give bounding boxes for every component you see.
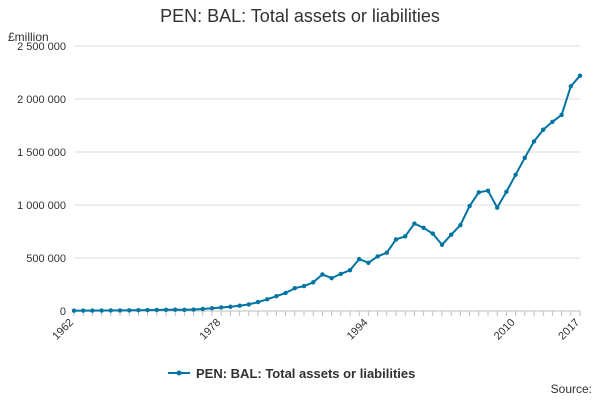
data-point[interactable] bbox=[200, 306, 205, 312]
data-point[interactable] bbox=[163, 307, 169, 313]
data-point[interactable] bbox=[274, 293, 279, 299]
data-point[interactable] bbox=[237, 303, 242, 308]
data-point[interactable] bbox=[421, 225, 426, 230]
x-tick-label: 1962 bbox=[50, 317, 76, 343]
data-point[interactable] bbox=[219, 305, 224, 310]
chart-title: PEN: BAL: Total assets or liabilities bbox=[160, 6, 440, 26]
data-point[interactable] bbox=[228, 304, 233, 309]
data-point[interactable] bbox=[182, 307, 187, 313]
data-point[interactable] bbox=[541, 127, 546, 132]
data-point[interactable] bbox=[292, 286, 297, 291]
data-point[interactable] bbox=[513, 172, 518, 177]
series-layer bbox=[71, 73, 583, 313]
data-point[interactable] bbox=[449, 232, 454, 237]
data-point[interactable] bbox=[99, 308, 104, 313]
data-point[interactable] bbox=[209, 306, 215, 311]
data-point[interactable] bbox=[127, 308, 132, 313]
data-point[interactable] bbox=[504, 189, 509, 194]
data-point[interactable] bbox=[311, 280, 316, 285]
data-point[interactable] bbox=[90, 308, 95, 313]
data-point[interactable] bbox=[522, 155, 527, 161]
data-point[interactable] bbox=[412, 221, 417, 226]
data-point[interactable] bbox=[384, 250, 389, 255]
data-point[interactable] bbox=[467, 203, 472, 209]
data-point[interactable] bbox=[559, 112, 564, 118]
data-point[interactable] bbox=[81, 308, 86, 313]
data-point[interactable] bbox=[476, 190, 481, 195]
data-point[interactable] bbox=[301, 283, 307, 289]
data-point[interactable] bbox=[439, 242, 445, 247]
grid-lines bbox=[74, 45, 580, 259]
data-point[interactable] bbox=[430, 231, 435, 236]
data-point[interactable] bbox=[136, 308, 141, 313]
y-axis-unit-label: £million bbox=[8, 30, 49, 44]
data-point[interactable] bbox=[246, 302, 251, 307]
data-point[interactable] bbox=[393, 237, 399, 242]
data-point[interactable] bbox=[117, 308, 123, 313]
data-point[interactable] bbox=[329, 275, 334, 281]
data-point[interactable] bbox=[357, 256, 362, 262]
data-point[interactable] bbox=[265, 297, 270, 302]
data-point[interactable] bbox=[283, 290, 288, 296]
data-point[interactable] bbox=[366, 260, 371, 265]
series-line bbox=[73, 75, 581, 312]
legend-label[interactable]: PEN: BAL: Total assets or liabilities bbox=[196, 366, 415, 381]
x-tick-label: 1978 bbox=[198, 317, 224, 343]
data-point[interactable] bbox=[485, 188, 491, 193]
data-point[interactable] bbox=[531, 139, 537, 144]
data-point[interactable] bbox=[338, 271, 343, 277]
data-point[interactable] bbox=[577, 73, 583, 78]
y-tick-label: 0 bbox=[60, 306, 66, 318]
legend-marker-icon bbox=[176, 370, 182, 376]
data-point[interactable] bbox=[154, 307, 159, 313]
data-point[interactable] bbox=[191, 307, 196, 312]
data-point[interactable] bbox=[145, 307, 150, 313]
data-point[interactable] bbox=[495, 205, 500, 210]
x-tick-label: 2010 bbox=[492, 317, 518, 343]
y-axis-ticks: 0 500 000 1 000 000 1 500 000 2 000 000 2 500… bbox=[17, 41, 66, 318]
y-tick-label: 2 500 000 bbox=[17, 41, 66, 53]
y-tick-label: 2 000 000 bbox=[17, 94, 66, 106]
data-point[interactable] bbox=[550, 119, 555, 124]
x-axis: 1962 1978 1994 2010 2017 bbox=[50, 310, 582, 343]
source-label: Source: bbox=[550, 382, 592, 396]
data-point[interactable] bbox=[347, 267, 353, 273]
data-point[interactable] bbox=[403, 234, 408, 239]
y-tick-label: 500 000 bbox=[26, 253, 66, 265]
y-tick-label: 1 500 000 bbox=[17, 147, 66, 159]
legend[interactable]: PEN: BAL: Total assets or liabilities bbox=[168, 366, 415, 381]
data-point[interactable] bbox=[375, 254, 380, 259]
x-tick-label: 1994 bbox=[345, 317, 371, 343]
data-point[interactable] bbox=[108, 308, 114, 313]
data-point[interactable] bbox=[320, 272, 325, 277]
data-point[interactable] bbox=[173, 307, 178, 312]
y-tick-label: 1 000 000 bbox=[17, 200, 66, 212]
data-point[interactable] bbox=[568, 84, 573, 89]
data-point[interactable] bbox=[255, 299, 261, 305]
x-tick-label: 2017 bbox=[556, 317, 582, 343]
data-point[interactable] bbox=[71, 308, 77, 313]
data-point[interactable] bbox=[458, 222, 463, 228]
